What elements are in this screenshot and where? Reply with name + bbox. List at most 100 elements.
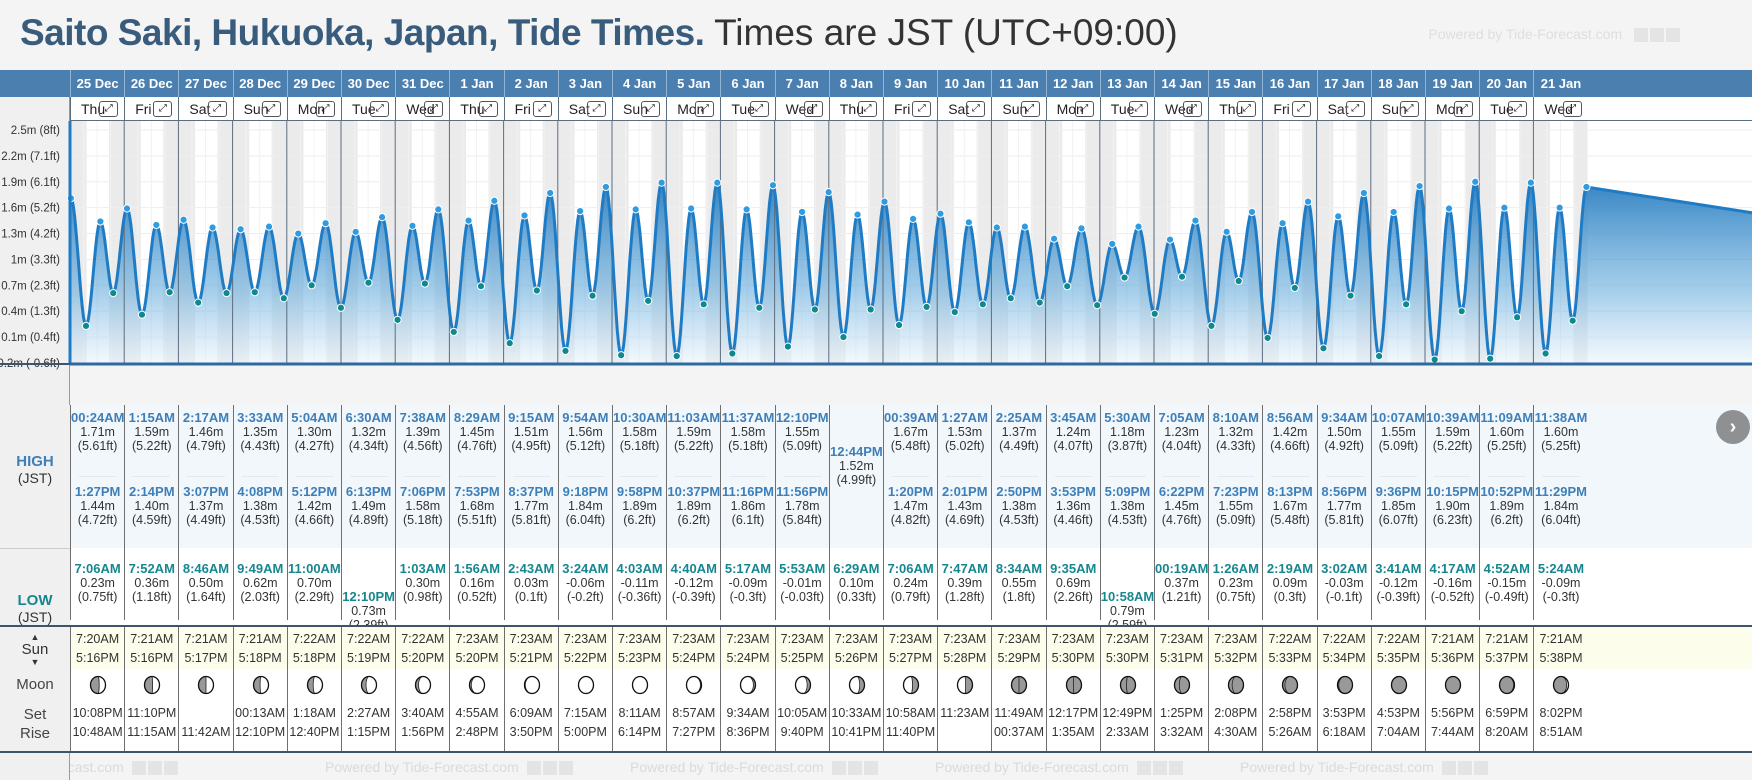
weekday-cell: Sat ⤢ bbox=[937, 97, 991, 121]
sunset-time: 5:18PM bbox=[292, 651, 336, 665]
expand-icon[interactable]: ⤢ bbox=[641, 101, 661, 117]
powered-by-footer[interactable]: Powered by Tide-Forecast.com bbox=[325, 759, 573, 776]
expand-icon[interactable]: ⤢ bbox=[532, 101, 552, 117]
moonset-time: 11:10PM bbox=[127, 706, 177, 720]
high-tide-entry: 7:53PM 1.68m (5.51ft) bbox=[450, 485, 503, 528]
expand-icon[interactable]: ⤢ bbox=[370, 101, 390, 117]
weekday-cell: Tue ⤢ bbox=[1479, 97, 1533, 121]
expand-icon[interactable]: ⤢ bbox=[1562, 101, 1582, 117]
expand-icon[interactable]: ⤢ bbox=[586, 101, 606, 117]
high-tide-point bbox=[1191, 216, 1200, 225]
moon-cell: 12:17PM 1:35AM bbox=[1045, 669, 1100, 751]
expand-icon[interactable]: ⤢ bbox=[1345, 101, 1365, 117]
low-tide-point bbox=[644, 296, 653, 305]
day-column: 9:54AM 1.56m (5.12ft) 9:18PM 1.84m (6.04ft) 3:… bbox=[557, 405, 612, 677]
expand-icon[interactable]: ⤢ bbox=[1128, 101, 1148, 117]
expand-icon[interactable]: ⤢ bbox=[803, 101, 823, 117]
moon-phase-icon bbox=[469, 675, 486, 695]
low-tide-height-ft: (2.03ft) bbox=[240, 590, 280, 604]
moon-cell: 11:49AM 00:37AM bbox=[991, 669, 1045, 751]
divider bbox=[1542, 476, 1580, 477]
high-tide-height-m: 1.67m bbox=[893, 425, 928, 439]
sun-label-cell: ▲ Sun ▼ bbox=[0, 627, 70, 669]
low-tide-time: 11:00AM bbox=[288, 561, 341, 576]
moon-cell: 1:18AM 12:40PM bbox=[286, 669, 341, 751]
expand-icon[interactable]: ⤢ bbox=[1020, 101, 1040, 117]
day-column: 9:15AM 1.51m (4.95ft) 8:37PM 1.77m (5.81ft) 2:… bbox=[503, 405, 558, 677]
powered-by-top[interactable]: Powered by Tide-Forecast.com bbox=[1428, 26, 1680, 43]
powered-by-footer[interactable]: Powered by Tide-Forecast.com bbox=[1240, 759, 1488, 776]
expand-icon[interactable]: ⤢ bbox=[1399, 101, 1419, 117]
sunset-time: 5:37PM bbox=[1485, 651, 1529, 665]
high-tide-height-ft: (4.89ft) bbox=[348, 513, 389, 527]
sun-cell: 7:23AM 5:21PM bbox=[503, 627, 558, 669]
high-tide-point bbox=[1165, 235, 1175, 244]
low-tide-entry: 3:02AM -0.03m (-0.1ft) bbox=[1318, 562, 1371, 605]
high-tide-height-m: 1.18m bbox=[1110, 425, 1145, 439]
expand-icon[interactable]: ⤢ bbox=[857, 101, 877, 117]
powered-by-footer[interactable]: Powered by Tide-Forecast.com bbox=[630, 759, 878, 776]
moon-phase-icon bbox=[1553, 675, 1570, 695]
weekday-label: Fri bbox=[1273, 101, 1290, 117]
moon-phase-icon bbox=[1499, 675, 1516, 695]
high-tide-point bbox=[1222, 227, 1231, 236]
powered-by-footer[interactable]: Powered by Tide-Forecast.com bbox=[935, 759, 1183, 776]
expand-icon[interactable]: ⤢ bbox=[695, 101, 715, 117]
expand-icon[interactable]: ⤢ bbox=[1454, 101, 1474, 117]
expand-icon[interactable]: ⤢ bbox=[1183, 101, 1203, 117]
moonrise-time: 1:56PM bbox=[401, 725, 445, 739]
expand-icon[interactable]: ⤢ bbox=[207, 101, 227, 117]
high-tide-time: 1:20PM bbox=[887, 484, 934, 499]
low-tide-point bbox=[1290, 283, 1299, 293]
weekday-label: Sat bbox=[1327, 101, 1349, 117]
expand-icon[interactable]: ⤢ bbox=[1291, 101, 1311, 117]
expand-icon[interactable]: ⤢ bbox=[1237, 101, 1257, 117]
sunset-time: 5:16PM bbox=[130, 651, 174, 665]
moonset-time: 3:53PM bbox=[1322, 706, 1366, 720]
high-tide-point bbox=[1077, 224, 1086, 233]
low-tide-entry: 1:26AM 0.23m (0.75ft) bbox=[1209, 562, 1262, 605]
expand-icon[interactable]: ⤢ bbox=[153, 101, 173, 117]
date-header-cell: 10 Jan bbox=[937, 70, 991, 97]
moonrise-time: 12:10PM bbox=[235, 725, 286, 739]
high-tide-entry: 9:34AM 1.50m (4.92ft) bbox=[1318, 411, 1371, 454]
low-tide-entry: 00:19AM 0.37m (1.21ft) bbox=[1155, 562, 1208, 605]
weekday-label: Tue bbox=[731, 101, 755, 117]
moonrise-time: 10:48AM bbox=[72, 725, 123, 739]
high-tide-point bbox=[490, 196, 499, 205]
expand-icon[interactable]: ⤢ bbox=[315, 101, 335, 117]
sunrise-time: 7:23AM bbox=[943, 632, 987, 646]
low-tide-point bbox=[1207, 321, 1216, 330]
high-tide-height-ft: (5.84ft) bbox=[782, 513, 822, 527]
high-tide-height-m: 1.37m bbox=[1001, 425, 1037, 439]
expand-icon[interactable]: ⤢ bbox=[1074, 101, 1094, 117]
expand-icon[interactable]: ⤢ bbox=[966, 101, 986, 117]
sunrise-time: 7:21AM bbox=[1539, 632, 1583, 646]
moonset-time: 3:40AM bbox=[401, 706, 445, 720]
date-header-cell: 20 Jan bbox=[1479, 70, 1533, 97]
expand-icon[interactable]: ⤢ bbox=[749, 101, 769, 117]
next-page-button[interactable]: › bbox=[1716, 410, 1750, 444]
high-tide-height-m: 1.52m bbox=[839, 459, 874, 473]
high-tide-entry: 6:22PM 1.45m (4.76ft) bbox=[1155, 485, 1208, 528]
high-tide-time: 6:30AM bbox=[345, 410, 392, 425]
expand-icon[interactable]: ⤢ bbox=[99, 101, 119, 117]
moonset-time: 2:58PM bbox=[1268, 706, 1312, 720]
powered-by-footer[interactable]: Powered by Tide-Forecast.com bbox=[70, 759, 178, 776]
day-column: 1:27AM 1.53m (5.02ft) 2:01PM 1.43m (4.69ft) 7:… bbox=[937, 405, 991, 677]
low-tide-point bbox=[728, 349, 737, 358]
high-tide-entry: 2:14PM 1.40m (4.59ft) bbox=[125, 485, 178, 528]
expand-icon[interactable]: ⤢ bbox=[261, 101, 281, 117]
high-tide-height-m: 1.84m bbox=[1543, 499, 1579, 513]
expand-icon[interactable]: ⤢ bbox=[912, 101, 932, 117]
sunrise-arrow-icon: ▲ bbox=[30, 632, 40, 642]
high-tide-height-m: 1.59m bbox=[134, 425, 170, 439]
divider bbox=[458, 476, 496, 477]
high-tide-time: 2:50PM bbox=[996, 484, 1042, 499]
y-tick-label: 0.4m (1.3ft) bbox=[1, 306, 60, 318]
weekday-cell: Sun ⤢ bbox=[991, 97, 1045, 121]
expand-icon[interactable]: ⤢ bbox=[478, 101, 498, 117]
expand-icon[interactable]: ⤢ bbox=[1508, 101, 1528, 117]
sunrise-time: 7:23AM bbox=[672, 632, 716, 646]
expand-icon[interactable]: ⤢ bbox=[424, 101, 444, 117]
